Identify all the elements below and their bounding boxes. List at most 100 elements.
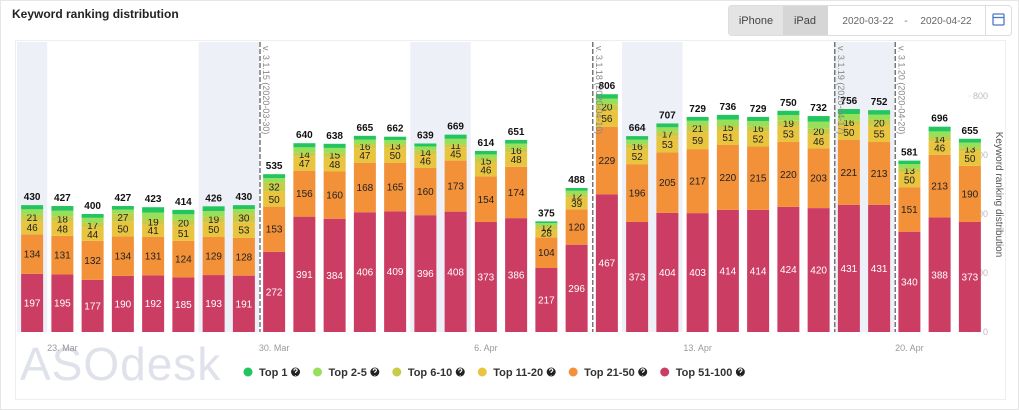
bar-segment [595, 104, 618, 111]
segment-label: 20 [601, 103, 613, 114]
bar-segment [323, 157, 346, 172]
bar-segment [142, 219, 165, 225]
bar-segment [777, 110, 800, 116]
bar-segment [384, 136, 407, 140]
bar-segment [21, 220, 44, 235]
bar-segment [51, 221, 74, 236]
controls: iPhone iPad 2020-03-22 - 2020-04-22 [728, 5, 1012, 36]
bar-segment [958, 165, 981, 222]
total-label: 614 [478, 138, 495, 149]
bar-segment [686, 131, 709, 150]
bar-segment [142, 207, 165, 213]
total-label: 707 [659, 110, 676, 121]
segment-label: 213 [871, 169, 888, 180]
legend-item[interactable]: Top 11-20 [477, 367, 556, 379]
bar-segment [111, 209, 134, 214]
calendar-icon[interactable] [992, 13, 1005, 26]
bar-segment [474, 150, 497, 155]
segment-label: 229 [599, 156, 616, 167]
bar-segment [474, 221, 497, 332]
bar-segment [293, 216, 316, 332]
bar-segment [807, 116, 830, 122]
legend-item[interactable]: Top 6-10 [392, 367, 465, 379]
bar-segment [232, 237, 255, 276]
segment-label: 168 [357, 183, 374, 194]
segment-label: 403 [689, 268, 706, 279]
legend-item[interactable]: Top 2-5 [313, 367, 380, 379]
help-glyph [640, 368, 645, 376]
bar-segment [21, 214, 44, 221]
bar-segment [81, 222, 104, 228]
bar-segment [51, 235, 74, 275]
bar-segment [172, 240, 195, 278]
bar-segment [81, 240, 104, 280]
segment-label: 160 [326, 191, 343, 202]
segment-label: 12 [571, 192, 583, 203]
total-label: 651 [508, 127, 525, 138]
segment-label: 431 [871, 264, 888, 275]
bar-segment [716, 125, 739, 130]
segment-label: 44 [87, 230, 99, 241]
bar-segment [747, 146, 770, 210]
segment-label: 56 [601, 114, 613, 125]
segment-label: 340 [901, 277, 918, 288]
segment-label: 424 [780, 265, 797, 276]
bar-segment [747, 131, 770, 147]
segment-label: 373 [962, 272, 979, 283]
bar-segment [716, 144, 739, 210]
date-from[interactable]: 2020-03-22 [842, 16, 894, 27]
segment-label: 14 [299, 150, 311, 161]
segment-label: 59 [692, 136, 704, 147]
segment-label: 190 [115, 299, 132, 310]
total-label: 426 [205, 193, 222, 204]
bar-segment [747, 209, 770, 332]
bar-segment [716, 209, 739, 332]
segment-label: 18 [57, 215, 69, 226]
segment-label: 47 [299, 159, 311, 170]
segment-label: 47 [359, 151, 371, 162]
segment-label: 55 [874, 129, 886, 140]
segment-label: 215 [750, 174, 767, 185]
segment-label: 196 [629, 189, 646, 200]
bar-segment [595, 94, 618, 99]
bar-segment [837, 139, 860, 205]
total-label: 427 [54, 193, 71, 204]
bar-segment [444, 134, 467, 139]
legend-item[interactable]: Top 1 [243, 367, 301, 379]
segment-label: 191 [236, 299, 253, 310]
bar-segment [111, 236, 134, 276]
device-label[interactable]: iPhone [739, 15, 773, 27]
device-label[interactable]: iPad [794, 15, 816, 27]
device-button[interactable] [729, 6, 783, 35]
bar-segment [21, 273, 44, 332]
segment-label: 396 [417, 269, 434, 280]
segment-label: 46 [813, 137, 825, 148]
segment-label: 373 [629, 272, 646, 283]
device-button[interactable] [783, 6, 828, 35]
bar-segment [353, 135, 376, 140]
bar-segment [716, 129, 739, 145]
total-label: 662 [387, 124, 404, 135]
segment-label: 197 [24, 298, 41, 309]
segment-label: 19 [148, 217, 160, 228]
legend-item[interactable]: Top 51-100 [660, 367, 745, 379]
bar-segment [263, 206, 286, 252]
legend-label: Top 51-100 [676, 367, 733, 379]
segment-label: 124 [175, 255, 192, 266]
date-to[interactable]: 2020-04-22 [920, 16, 972, 27]
segment-label: 46 [480, 165, 492, 176]
segment-label: 48 [57, 224, 69, 235]
bar-segment [837, 108, 860, 114]
legend-item[interactable]: Top 21-50 [568, 367, 648, 379]
segment-label: 134 [115, 252, 132, 263]
segment-label: 134 [24, 250, 41, 261]
bar-segment [807, 134, 830, 149]
segment-label: 153 [266, 225, 283, 236]
total-label: 639 [417, 130, 434, 141]
bar-segment [51, 216, 74, 222]
bar-segment [202, 206, 225, 212]
bar-segment [21, 205, 44, 210]
bar-segment [384, 147, 407, 163]
total-label: 736 [720, 102, 737, 113]
